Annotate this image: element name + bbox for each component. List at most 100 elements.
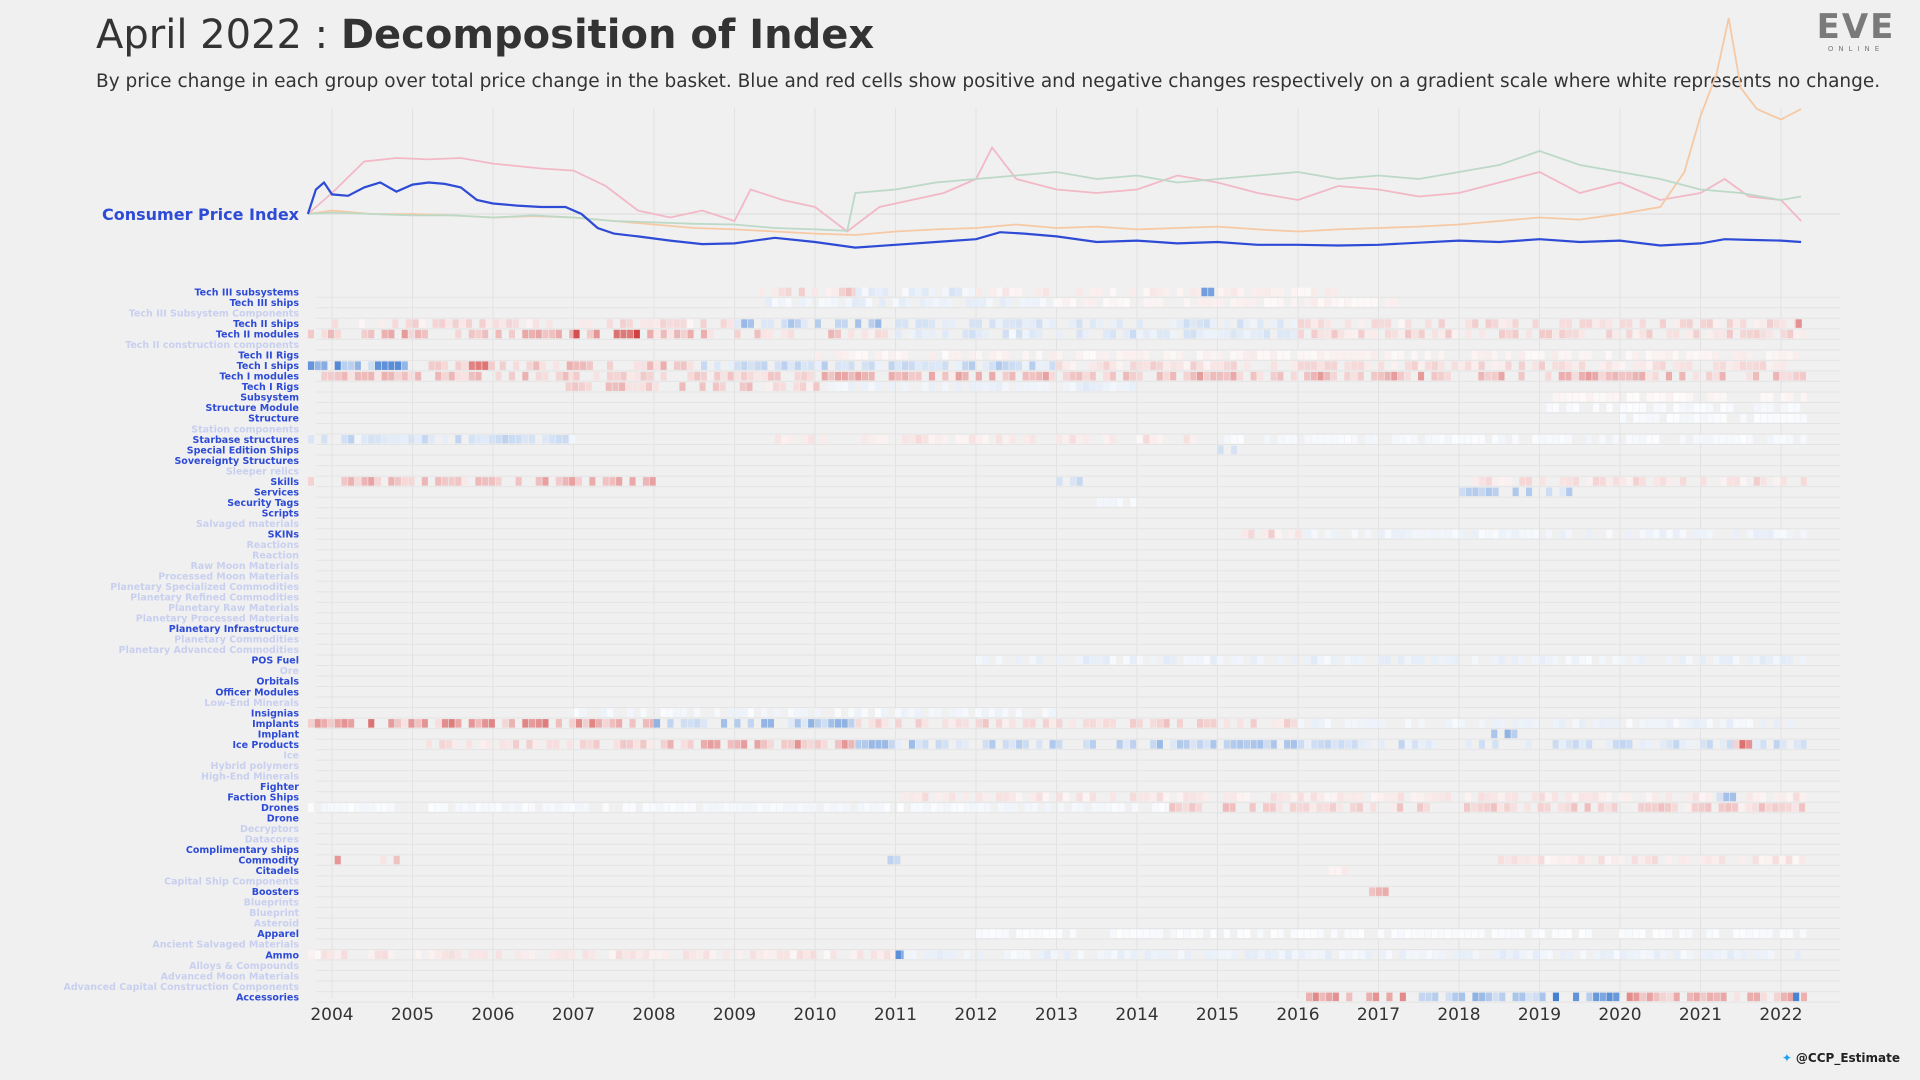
heatmap-cell: [1398, 435, 1405, 444]
heatmap-cell: [1237, 655, 1244, 665]
heatmap-cell: [1625, 792, 1632, 802]
heatmap-cell: [1009, 287, 1016, 297]
heatmap-cell: [1723, 792, 1730, 802]
heatmap-cell: [942, 361, 949, 370]
heatmap-cell: [969, 350, 976, 360]
heatmap-cell: [649, 719, 656, 728]
heatmap-cell: [741, 319, 748, 328]
heatmap-cell: [1767, 529, 1774, 539]
heatmap-cell: [1398, 792, 1405, 802]
heatmap-cell: [1706, 719, 1713, 728]
heatmap-cell: [1004, 803, 1011, 812]
heatmap-cell: [841, 319, 848, 328]
heatmap-cell: [988, 708, 995, 718]
heatmap-cell: [1774, 992, 1781, 1002]
heatmap-cell: [1277, 929, 1284, 939]
heatmap-cell: [1143, 298, 1150, 307]
heatmap-cell: [1612, 329, 1619, 339]
heatmap-cell: [756, 803, 763, 812]
heatmap-cell: [1679, 740, 1686, 749]
heatmap-cell: [1110, 287, 1117, 297]
heatmap-cell: [908, 329, 915, 339]
heatmap-cell: [1780, 319, 1787, 328]
heatmap-cell: [1090, 298, 1097, 307]
heatmap-cell: [1377, 792, 1384, 802]
heatmap-cell: [1727, 477, 1734, 486]
heatmap-cell: [1089, 350, 1096, 360]
heatmap-cell: [1164, 950, 1171, 960]
heatmap-cell: [1399, 950, 1406, 960]
heatmap-cell: [1465, 319, 1472, 328]
year-tick-label: 2007: [552, 1005, 595, 1025]
heatmap-cell: [1720, 435, 1727, 444]
heatmap-cell: [962, 435, 969, 444]
heatmap-cell: [1083, 792, 1090, 802]
heatmap-cell: [1625, 929, 1632, 939]
heatmap-cell: [1044, 950, 1051, 960]
heatmap-cell: [1022, 319, 1029, 328]
heatmap-row-label: Tech II construction components: [125, 340, 299, 351]
heatmap-cell: [716, 803, 723, 812]
heatmap-cell: [1438, 350, 1445, 360]
heatmap-cell: [1492, 529, 1499, 539]
heatmap-cell: [1425, 435, 1432, 444]
year-tick-label: 2013: [1035, 1005, 1078, 1025]
heatmap-cell: [1096, 655, 1103, 665]
heatmap-cell: [1625, 371, 1632, 381]
heatmap-cell: [388, 477, 395, 486]
heatmap-cell: [772, 298, 779, 307]
heatmap-cell: [1217, 361, 1224, 370]
heatmap-cell: [620, 319, 627, 328]
heatmap-cell: [1116, 350, 1123, 360]
heatmap-cell: [1366, 992, 1373, 1002]
heatmap-cell: [835, 382, 842, 391]
heatmap-cell: [951, 803, 958, 812]
heatmap-cell: [619, 382, 626, 391]
heatmap-cell: [1780, 529, 1787, 539]
heatmap-cell: [667, 719, 674, 728]
heatmap-cell: [1029, 319, 1036, 328]
heatmap-cell: [1316, 803, 1323, 812]
heatmap-cell: [569, 435, 576, 444]
heatmap-cell: [1626, 392, 1633, 402]
heatmap-cell: [999, 298, 1006, 307]
heatmap-cell: [445, 319, 452, 328]
heatmap-cell: [1599, 319, 1606, 328]
heatmap-cell: [1525, 329, 1532, 339]
year-tick-label: 2012: [954, 1005, 997, 1025]
heatmap-cell: [848, 708, 855, 718]
heatmap-cell: [922, 319, 929, 328]
heatmap-cell: [573, 708, 580, 718]
heatmap-cell: [1042, 361, 1049, 370]
heatmap-cell: [1351, 329, 1358, 339]
heatmap-cell: [1284, 740, 1291, 749]
heatmap-cell: [714, 361, 721, 370]
heatmap-cell: [1511, 855, 1518, 865]
heatmap-cell: [1050, 950, 1057, 960]
heatmap-cell: [814, 719, 821, 728]
heatmap-cell: [1324, 319, 1331, 328]
heatmap-cell: [1036, 329, 1043, 339]
heatmap-cell: [700, 329, 707, 339]
heatmap-cell: [1665, 371, 1672, 381]
heatmap-cell: [1618, 855, 1625, 865]
heatmap-cell: [1358, 719, 1365, 728]
heatmap-cell: [1111, 803, 1118, 812]
year-tick-label: 2019: [1518, 1005, 1561, 1025]
heatmap-cell: [405, 319, 412, 328]
heatmap-cell: [798, 287, 805, 297]
heatmap-cell: [1800, 740, 1807, 749]
heatmap-cell: [1712, 855, 1719, 865]
heatmap-cell: [1197, 719, 1204, 728]
heatmap-cell: [1033, 298, 1040, 307]
heatmap-cell: [1546, 403, 1553, 413]
heatmap-cell: [1364, 435, 1371, 444]
heatmap-cell: [1438, 361, 1445, 370]
heatmap-cell: [1732, 350, 1739, 360]
heatmap-cell: [1586, 740, 1593, 749]
heatmap-cell: [1746, 740, 1753, 749]
heatmap-cell: [841, 350, 848, 360]
heatmap-cell: [341, 477, 348, 486]
heatmap-cell: [1599, 477, 1606, 486]
twitter-handle[interactable]: ✦ @CCP_Estimate: [1782, 1051, 1900, 1065]
